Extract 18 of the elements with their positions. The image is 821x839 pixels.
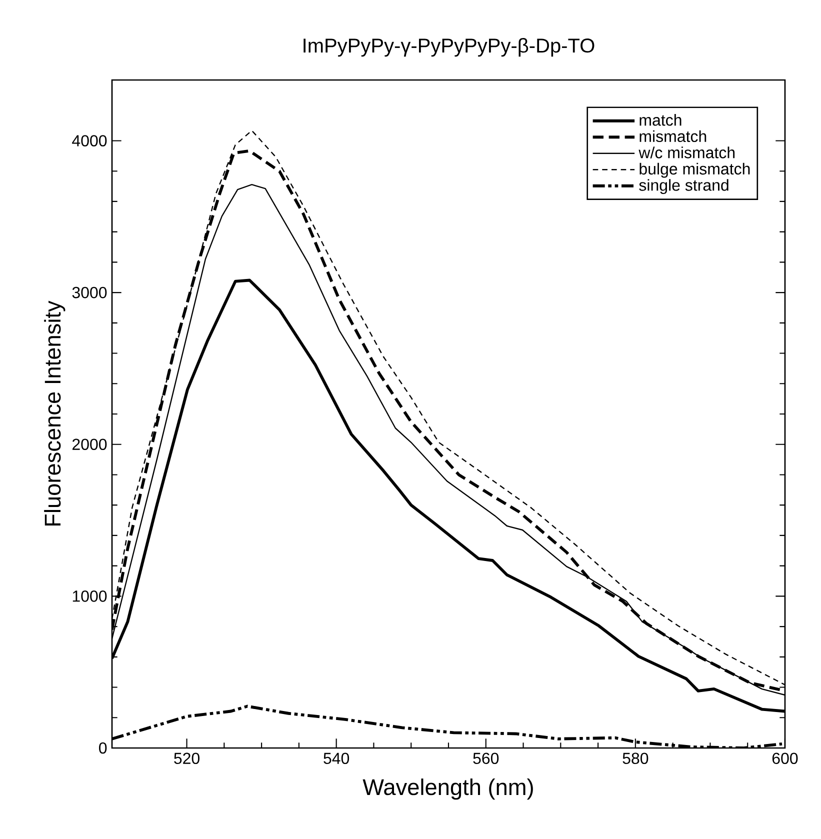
y-tick-label: 4000 [72,135,107,146]
x-tick-label: 600 [772,752,798,764]
y-tick-label: 2000 [72,438,107,450]
legend-label: match [640,114,682,126]
x-axis-title: Wavelength (nm) [362,778,533,800]
x-tick-label: 580 [622,752,648,764]
legend-label: bulge mismatch [640,162,750,178]
y-axis-title: Fluorescence Intensity [44,300,66,526]
legend-label: mismatch [640,130,706,142]
x-tick-label: 540 [324,752,350,764]
x-tick-label: 520 [174,752,200,764]
y-tick-label: 0 [99,742,107,754]
legend-label: w/c mismatch [638,146,735,158]
chart-title: ImPyPyPy-γ-PyPyPyPy-β-Dp-TO [304,38,594,57]
y-tick-label: 3000 [72,286,107,298]
y-tick-label: 1000 [72,590,107,602]
legend-label: single strand [639,179,728,194]
x-tick-label: 560 [473,752,499,764]
